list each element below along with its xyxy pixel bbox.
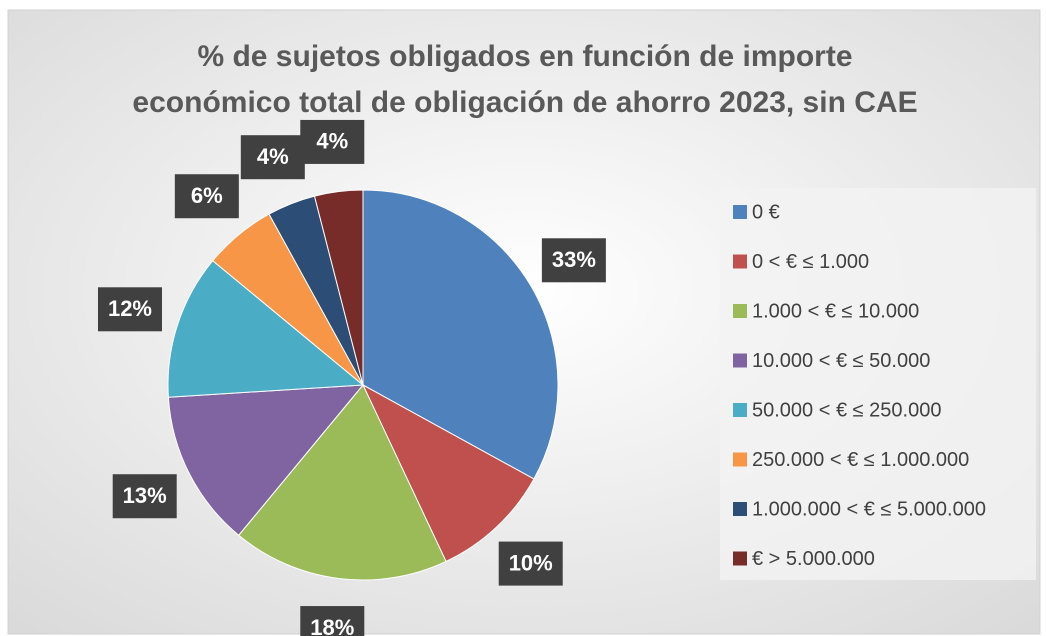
legend-swatch bbox=[733, 403, 747, 417]
legend-label: 1.000.000 < € ≤ 5.000.000 bbox=[752, 498, 986, 520]
legend-label: € > 5.000.000 bbox=[752, 548, 875, 570]
legend-swatch bbox=[733, 551, 747, 566]
data-label: 12% bbox=[108, 296, 152, 321]
pie-slice bbox=[361, 383, 535, 563]
data-label-box bbox=[97, 287, 162, 332]
data-label-box bbox=[300, 606, 365, 636]
legend-label: 1.000 < € ≤ 10.000 bbox=[752, 300, 919, 322]
pie-slice bbox=[167, 259, 365, 398]
legend bbox=[720, 188, 1036, 580]
data-label-box bbox=[300, 119, 365, 164]
data-label-box bbox=[541, 238, 606, 283]
data-label: 6% bbox=[191, 183, 223, 208]
data-label: 4% bbox=[257, 144, 289, 169]
data-label: 13% bbox=[123, 483, 167, 508]
legend-swatch bbox=[733, 254, 747, 269]
pie-slice bbox=[362, 189, 559, 480]
data-label-box bbox=[240, 135, 305, 180]
legend-swatch bbox=[733, 502, 747, 516]
pie-slice bbox=[313, 189, 364, 386]
data-label-box bbox=[112, 474, 177, 519]
legend-swatch bbox=[733, 452, 747, 467]
data-label: 18% bbox=[310, 615, 354, 636]
pie-slice bbox=[167, 384, 365, 536]
legend-swatch bbox=[733, 205, 747, 219]
legend-swatch bbox=[733, 304, 747, 318]
data-label: 4% bbox=[316, 129, 348, 154]
legend-swatch bbox=[733, 353, 747, 368]
data-label: 10% bbox=[509, 550, 553, 575]
chart-title: económico total de obligación de ahorro … bbox=[132, 86, 917, 119]
pie-slice bbox=[237, 384, 447, 581]
data-label-box bbox=[498, 541, 563, 586]
data-label-box bbox=[174, 174, 239, 219]
legend-label: 0 < € ≤ 1.000 bbox=[752, 251, 869, 273]
legend-label: 10.000 < € ≤ 50.000 bbox=[752, 350, 930, 372]
legend-label: 0 € bbox=[752, 201, 780, 223]
chart-title: % de sujetos obligados en función de imp… bbox=[197, 40, 852, 73]
legend-label: 250.000 < € ≤ 1.000.000 bbox=[752, 449, 969, 471]
data-label: 33% bbox=[552, 247, 596, 272]
legend-label: 50.000 < € ≤ 250.000 bbox=[752, 399, 941, 421]
